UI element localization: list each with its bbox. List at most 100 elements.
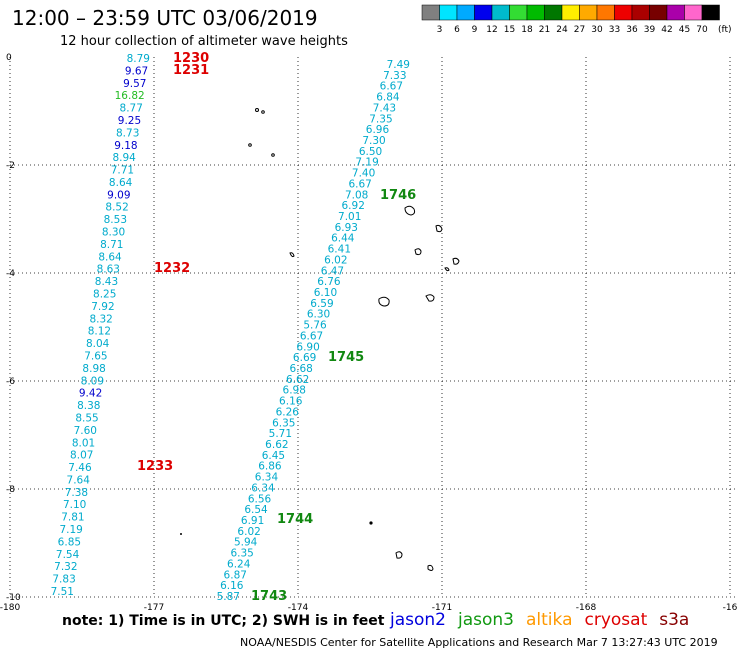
legend-jason3: jason3 xyxy=(458,610,514,630)
wave-height-value: 8.71 xyxy=(100,239,123,251)
note-text: note: 1) Time is in UTC; 2) SWH is in fe… xyxy=(62,613,385,629)
wave-height-value: 8.09 xyxy=(81,375,104,387)
wave-height-value: 8.63 xyxy=(97,264,120,276)
wave-height-value: 7.46 xyxy=(68,462,92,474)
time-label-cryosat: 1233 xyxy=(137,459,173,474)
time-label-jason3: 1745 xyxy=(328,350,364,365)
wave-height-value: 8.55 xyxy=(75,412,98,424)
wave-height-value: 6.56 xyxy=(248,493,272,505)
colorbar-label: 33 xyxy=(609,25,620,35)
wave-height-value: 8.98 xyxy=(82,363,105,375)
island-outline xyxy=(427,564,434,571)
wave-height-value: 6.41 xyxy=(328,244,351,256)
colorbar-swatch xyxy=(456,4,475,21)
time-label-cryosat: 1230 xyxy=(173,51,209,66)
wave-height-value: 6.86 xyxy=(258,461,282,473)
colorbar-swatch xyxy=(509,4,528,21)
wave-height-value: 9.67 xyxy=(125,65,148,77)
colorbar-label: 42 xyxy=(661,25,672,35)
colorbar-swatch xyxy=(614,4,633,21)
wave-height-value: 6.96 xyxy=(366,124,390,136)
colorbar-label: 18 xyxy=(521,25,533,35)
wave-height-value: 6.91 xyxy=(241,515,264,527)
island-outline xyxy=(404,205,416,216)
island-outline xyxy=(289,252,295,258)
lat-tick-label: -8 xyxy=(6,485,15,495)
lat-tick-label: -2 xyxy=(6,161,15,171)
wave-height-value: 6.24 xyxy=(227,558,251,570)
wave-height-value: 6.26 xyxy=(276,406,300,418)
colorbar-swatch xyxy=(526,4,545,21)
wave-height-value: 5.71 xyxy=(269,428,292,440)
wave-height-value: 6.98 xyxy=(283,385,306,397)
lat-tick-label: 0 xyxy=(6,53,12,63)
wave-height-value: 7.08 xyxy=(345,189,368,201)
wave-height-value: 7.64 xyxy=(67,474,91,486)
legend-altika: altika xyxy=(526,610,573,630)
wave-height-value: 6.47 xyxy=(321,265,344,277)
wave-height-value: 7.92 xyxy=(91,301,114,313)
wave-height-value: 7.54 xyxy=(56,549,80,561)
wave-height-value: 6.10 xyxy=(314,287,337,299)
wave-height-value: 8.64 xyxy=(109,177,133,189)
wave-height-value: 6.16 xyxy=(279,396,303,408)
wave-height-value: 8.64 xyxy=(98,251,122,263)
colorbar-swatch xyxy=(491,4,510,21)
wave-height-value: 8.01 xyxy=(72,437,95,449)
colorbar-swatch xyxy=(631,4,650,21)
wave-height-value: 9.57 xyxy=(123,78,146,90)
wave-height-value: 8.77 xyxy=(120,103,143,115)
wave-height-value: 8.43 xyxy=(95,276,118,288)
wave-height-value: 7.71 xyxy=(111,165,134,177)
wave-height-value: 8.12 xyxy=(88,326,111,338)
island-dot xyxy=(369,521,373,525)
legend-cryosat: cryosat xyxy=(584,610,648,630)
wave-height-value: 6.85 xyxy=(58,536,81,548)
time-label-jason3: 1746 xyxy=(380,188,416,203)
island-outline xyxy=(444,267,450,272)
wave-height-value: 7.32 xyxy=(54,561,77,573)
wave-height-value: 6.87 xyxy=(224,569,247,581)
wave-height-value: 7.19 xyxy=(59,524,82,536)
lon-tick-label: -16 xyxy=(723,603,738,613)
wave-height-value: 8.53 xyxy=(104,214,127,226)
colorbar-swatch xyxy=(684,4,703,21)
island-outline xyxy=(255,108,259,112)
time-label-jason3: 1744 xyxy=(277,512,313,527)
wave-height-value: 6.34 xyxy=(251,482,275,494)
wave-height-value: 7.43 xyxy=(373,102,396,114)
axis-ticks: -180 -177 -174 -171 -168 -16 0 -2 -4 -6 -8 -10 xyxy=(0,53,738,613)
colorbar-label: 70 xyxy=(696,25,708,35)
colorbar-unit: (ft) xyxy=(718,25,732,35)
wave-height-value: 7.01 xyxy=(338,211,361,223)
wave-height-value: 8.73 xyxy=(116,127,139,139)
wave-height-value: 6.30 xyxy=(307,309,330,321)
wave-height-value: 6.44 xyxy=(331,233,355,245)
wave-height-value: 7.35 xyxy=(369,113,392,125)
wave-height-value: 6.69 xyxy=(293,352,316,364)
wave-height-value: 8.30 xyxy=(102,227,125,239)
lat-tick-label: -6 xyxy=(6,377,15,387)
island-outline xyxy=(378,296,390,307)
wave-height-value: 9.18 xyxy=(114,140,137,152)
wave-height-value: 5.94 xyxy=(234,537,258,549)
colorbar-swatch xyxy=(439,4,458,21)
wave-height-value: 6.62 xyxy=(286,374,309,386)
wave-height-value: 8.07 xyxy=(70,450,93,462)
colorbar-swatch xyxy=(421,4,440,21)
page-title: 12:00 – 23:59 UTC 03/06/2019 xyxy=(12,6,318,30)
wave-height-value: 7.19 xyxy=(355,157,378,169)
wave-height-value: 5.76 xyxy=(303,320,327,332)
wave-height-value: 8.38 xyxy=(77,400,100,412)
wave-height-value: 8.04 xyxy=(86,338,110,350)
wave-height-value: 6.62 xyxy=(265,439,288,451)
lon-tick-label: -171 xyxy=(432,603,452,613)
colorbar: 3 6 9 12 15 18 21 24 27 30 33 36 39 42 45 70 (ft) xyxy=(421,4,732,35)
colorbar-label: 12 xyxy=(486,25,497,35)
lat-tick-label: -10 xyxy=(6,593,21,603)
colorbar-swatch xyxy=(544,4,563,21)
lat-tick-label: -4 xyxy=(6,269,15,279)
island-outline xyxy=(248,143,252,147)
wave-height-value: 7.51 xyxy=(51,586,74,598)
colorbar-label: 6 xyxy=(454,25,460,35)
